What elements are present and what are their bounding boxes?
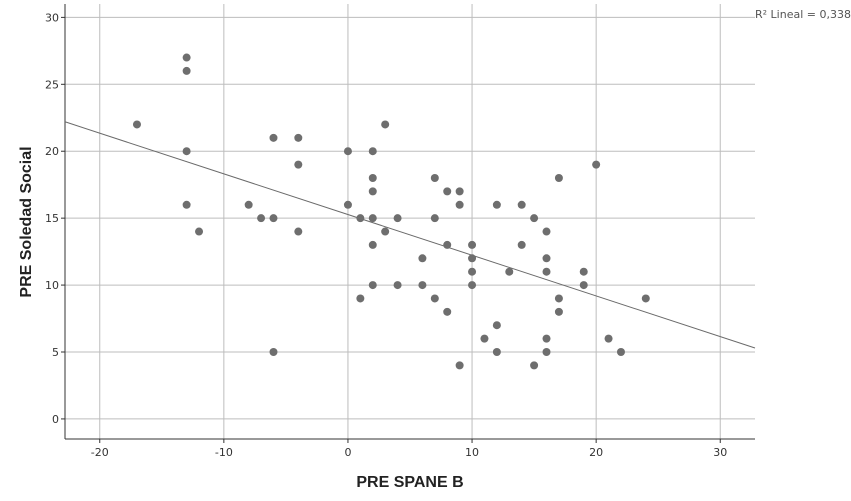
data-point [294, 160, 303, 169]
data-point [455, 187, 464, 196]
data-point [530, 361, 539, 370]
data-point [132, 120, 141, 129]
data-point [343, 200, 352, 209]
y-tick-labels: 0 5 10 15 20 25 30 [45, 11, 59, 426]
y-tick-label: 30 [45, 11, 59, 24]
data-point [492, 321, 501, 330]
x-tick-label: -20 [91, 446, 109, 459]
data-point [517, 240, 526, 249]
x-axis-label: PRE SPANE B [356, 474, 463, 491]
grid-lines [65, 4, 755, 439]
data-point [530, 214, 539, 223]
data-point [368, 187, 377, 196]
x-tick-label: 30 [713, 446, 727, 459]
data-point [368, 147, 377, 156]
data-point [492, 348, 501, 356]
data-point [604, 334, 613, 343]
data-point [592, 160, 601, 169]
data-point [418, 254, 427, 263]
data-point [269, 214, 278, 223]
data-point [381, 227, 390, 236]
x-tick-label: 0 [344, 446, 351, 459]
data-point [542, 334, 551, 343]
data-point [554, 294, 563, 303]
data-point [468, 254, 477, 263]
data-point [368, 214, 377, 223]
y-axis-label: PRE Soledad Social [18, 146, 35, 297]
y-tick-label: 15 [45, 212, 59, 225]
data-point [257, 214, 266, 223]
data-point [468, 267, 477, 276]
data-point [381, 120, 390, 129]
data-point [542, 267, 551, 276]
x-tick-labels: -20 -10 0 10 20 30 [91, 446, 727, 459]
data-point [443, 307, 452, 316]
data-point [480, 334, 489, 343]
data-point [430, 294, 439, 303]
data-point [443, 187, 452, 196]
fit-line-group [64, 121, 756, 349]
data-point [368, 240, 377, 249]
data-point [269, 133, 278, 142]
data-point [579, 267, 588, 276]
data-point [430, 214, 439, 223]
data-point [343, 147, 352, 156]
data-point [182, 66, 191, 75]
data-point [244, 200, 253, 209]
data-point [368, 174, 377, 182]
data-point [294, 227, 303, 236]
y-tick-label: 10 [45, 279, 59, 292]
data-point [455, 361, 464, 370]
data-point [468, 240, 477, 249]
r2-label: R² Lineal = 0,338 [755, 8, 851, 21]
data-point [356, 294, 365, 303]
data-point [492, 200, 501, 209]
data-point [468, 281, 477, 290]
data-point [195, 227, 204, 236]
data-point [579, 281, 588, 290]
data-point [294, 133, 303, 142]
data-point [368, 281, 377, 290]
fit-line [64, 121, 756, 349]
data-point [356, 214, 365, 223]
y-tick-label: 25 [45, 78, 59, 91]
data-point [393, 214, 402, 223]
data-point [182, 200, 191, 209]
data-point [393, 281, 402, 290]
data-point [269, 348, 278, 356]
data-point [505, 267, 514, 276]
data-point [542, 227, 551, 236]
x-tick-label: 20 [589, 446, 603, 459]
data-point [182, 53, 191, 62]
data-point [542, 348, 551, 356]
x-tick-label: 10 [465, 446, 479, 459]
data-point [418, 281, 427, 290]
y-tick-label: 20 [45, 145, 59, 158]
data-points [132, 53, 650, 370]
axes [61, 4, 755, 443]
data-point [182, 147, 191, 156]
data-point [616, 348, 625, 356]
data-point [455, 200, 464, 209]
data-point [554, 307, 563, 316]
y-tick-label: 5 [52, 346, 59, 359]
x-tick-label: -10 [215, 446, 233, 459]
data-point [430, 174, 439, 182]
y-tick-label: 0 [52, 413, 59, 426]
data-point [554, 174, 563, 182]
data-point [542, 254, 551, 263]
data-point [641, 294, 650, 303]
data-point [517, 200, 526, 209]
data-point [443, 240, 452, 249]
